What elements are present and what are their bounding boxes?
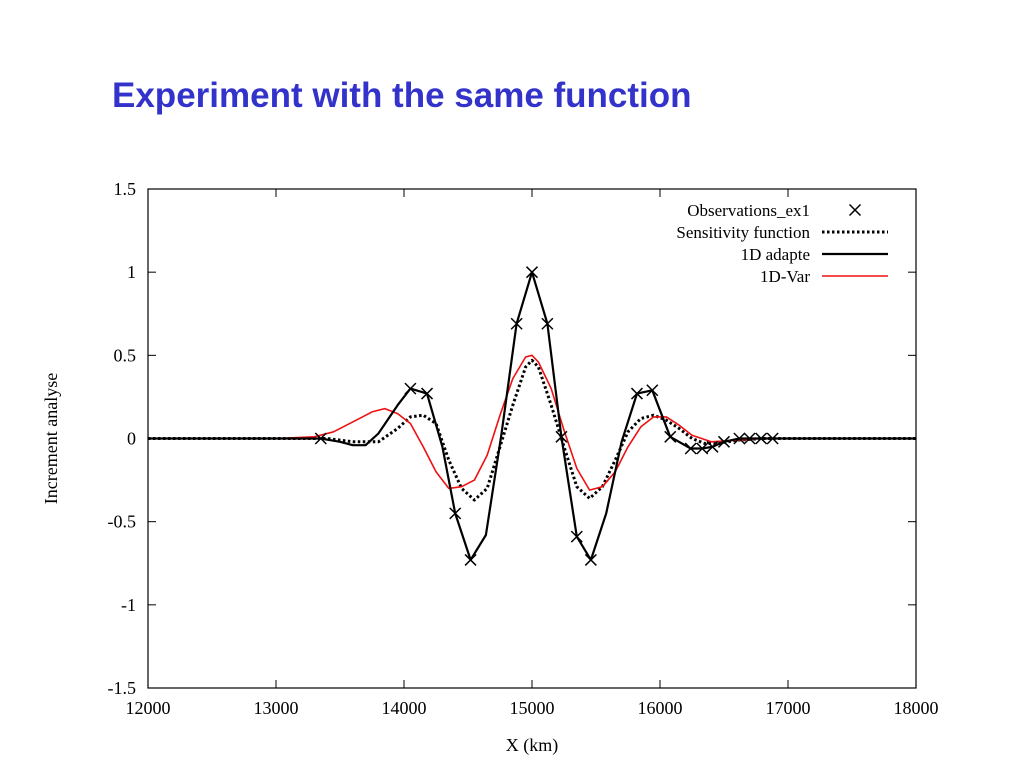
x-tick-label: 16000	[638, 698, 683, 718]
marker-stroke	[696, 442, 709, 455]
marker-stroke	[646, 384, 659, 397]
observation-point	[733, 432, 746, 445]
marker-stroke	[314, 432, 327, 445]
series-1d-var-line	[148, 354, 916, 491]
legend-label: 1D adapte	[741, 245, 810, 264]
observation-point	[755, 432, 768, 445]
y-tick-label: 1	[127, 262, 136, 282]
y-axis-label: Increment analyse	[41, 373, 61, 504]
observation-point	[510, 317, 523, 330]
observation-point	[717, 435, 731, 448]
marker-stroke	[706, 440, 719, 453]
observation-point	[555, 430, 568, 443]
x-tick-label: 15000	[510, 698, 555, 718]
marker-stroke	[584, 553, 597, 566]
marker-stroke	[733, 432, 746, 445]
observation-point	[584, 553, 597, 566]
x-tick-label: 18000	[894, 698, 939, 718]
series-1d-adapte-line	[148, 271, 916, 562]
x-tick-label: 13000	[254, 698, 299, 718]
observation-point	[766, 432, 779, 445]
observation-point	[464, 553, 477, 566]
marker-stroke	[684, 442, 697, 455]
observation-point	[664, 430, 677, 443]
marker-stroke	[510, 317, 523, 330]
page-title: Experiment with the same function	[112, 76, 692, 115]
observation-point	[525, 266, 539, 279]
observation-point	[646, 384, 659, 397]
marker-stroke	[541, 317, 554, 330]
marker-stroke	[755, 432, 768, 445]
series-sensitivity-function-line	[148, 358, 916, 502]
y-tick-label: -1.5	[108, 678, 137, 698]
legend-item-1d-var: 1D-Var	[760, 267, 888, 286]
y-tick-label: 1.5	[114, 179, 137, 199]
marker-stroke	[848, 203, 862, 217]
marker-stroke	[404, 382, 417, 395]
marker-stroke	[743, 432, 756, 445]
legend-item-observations-ex1: Observations_ex1	[687, 201, 862, 220]
y-tick-label: 0	[127, 429, 136, 449]
observation-point	[706, 440, 719, 453]
series-observations-ex1	[314, 266, 779, 566]
marker-stroke	[664, 430, 677, 443]
observation-point	[696, 442, 709, 455]
observation-point	[630, 387, 643, 400]
observation-point	[421, 387, 434, 400]
marker-stroke	[630, 387, 643, 400]
y-tick-label: -1	[121, 595, 136, 615]
legend-label: Sensitivity function	[676, 223, 810, 242]
marker-stroke	[525, 266, 539, 279]
y-tick-label: -0.5	[108, 512, 137, 532]
legend-label: Observations_ex1	[687, 201, 810, 220]
observation-point	[449, 507, 462, 520]
legend-item-sensitivity-function: Sensitivity function	[676, 223, 888, 242]
marker-stroke	[555, 430, 568, 443]
observation-point	[541, 317, 554, 330]
marker-stroke	[421, 387, 434, 400]
x-tick-label: 14000	[382, 698, 427, 718]
x-tick-label: 12000	[126, 698, 171, 718]
observation-point	[570, 530, 583, 543]
marker-stroke	[464, 553, 477, 566]
x-axis-label: X (km)	[506, 735, 559, 756]
marker-stroke	[766, 432, 779, 445]
marker-stroke	[570, 530, 583, 543]
marker-stroke	[717, 435, 731, 448]
legend-label: 1D-Var	[760, 267, 810, 286]
legend-marker-icon	[848, 203, 862, 217]
observation-point	[684, 442, 697, 455]
observation-point	[404, 382, 417, 395]
observation-point	[314, 432, 327, 445]
marker-stroke	[449, 507, 462, 520]
y-tick-label: 0.5	[114, 345, 137, 365]
x-tick-label: 17000	[766, 698, 811, 718]
observation-point	[743, 432, 756, 445]
legend-item-1d-adapte: 1D adapte	[741, 245, 888, 264]
